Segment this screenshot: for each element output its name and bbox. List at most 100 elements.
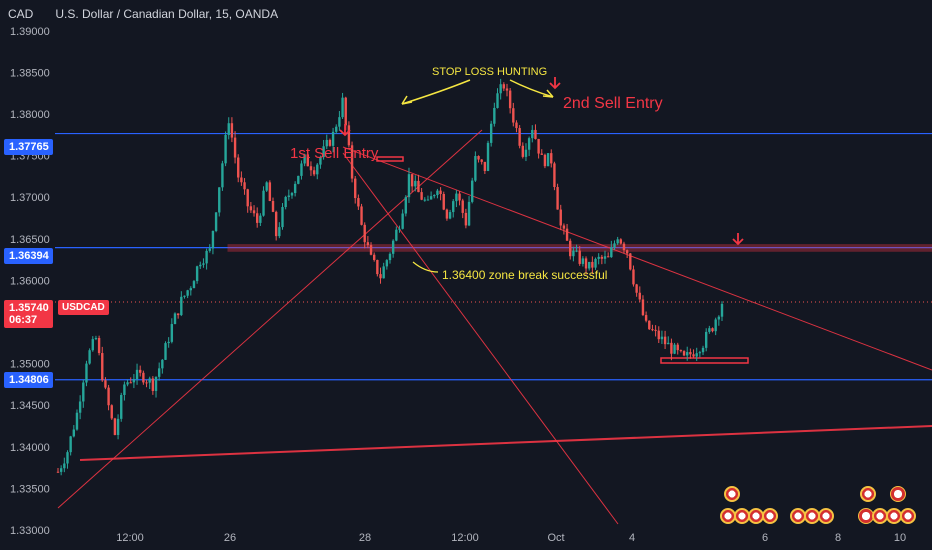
candle-body	[480, 159, 483, 162]
candle-body	[202, 263, 205, 265]
candle-body	[205, 250, 208, 264]
candle-body	[123, 384, 126, 395]
price-badge-level-2: 1.36394	[4, 248, 53, 264]
candle-body	[325, 139, 328, 147]
candle-body	[670, 342, 673, 354]
candle-body	[619, 239, 623, 244]
candle-body	[613, 243, 616, 248]
candle-body	[271, 200, 275, 212]
candle-body	[243, 182, 246, 190]
us-event-icon[interactable]	[724, 486, 740, 502]
candle-body	[717, 316, 721, 320]
candle-body	[116, 418, 120, 435]
candle-body	[75, 412, 79, 430]
candle-body	[452, 201, 455, 213]
candle-body	[632, 269, 635, 285]
candle-body	[297, 175, 300, 184]
x-tick-label: 8	[835, 532, 841, 544]
trend-line[interactable]	[79, 425, 932, 461]
us-event-icon[interactable]	[818, 508, 834, 524]
candle-body	[629, 253, 632, 270]
candle-body	[335, 126, 338, 132]
candle-body	[274, 211, 278, 237]
trend-line[interactable]	[342, 152, 619, 525]
candle-body	[372, 254, 376, 260]
candle-body	[445, 209, 449, 219]
candle-body	[704, 331, 708, 348]
candle-body	[518, 128, 521, 146]
candle-body	[354, 178, 357, 199]
ca-event-icon[interactable]	[890, 486, 906, 502]
candle-body	[667, 342, 670, 345]
candle-body	[293, 183, 297, 194]
zone-break-arrow	[412, 261, 439, 273]
candle-body	[531, 129, 534, 139]
candle-body	[644, 315, 648, 321]
candle-body	[287, 195, 291, 197]
us-event-icon[interactable]	[860, 486, 876, 502]
chart-header: CAD U.S. Dollar / Canadian Dollar, 15, O…	[8, 7, 278, 21]
x-tick-label: 6	[762, 532, 768, 544]
candle-body	[606, 256, 610, 258]
symbol-badge: USDCAD	[58, 300, 109, 315]
candle-body	[306, 154, 309, 167]
candle-body	[154, 376, 158, 391]
candle-body	[584, 258, 588, 269]
candle-body	[565, 228, 569, 241]
candle-body	[701, 347, 705, 353]
x-tick-label: 28	[359, 532, 371, 544]
candle-body	[654, 329, 657, 331]
candle-body	[303, 154, 306, 164]
candle-body	[550, 153, 553, 164]
candle-body	[78, 401, 82, 413]
candle-body	[309, 166, 313, 171]
candle-body	[186, 290, 189, 296]
candle-body	[382, 266, 385, 279]
first-entry-annotation: 1st Sell Entry	[290, 145, 379, 162]
candle-body	[521, 145, 524, 157]
us-event-icon[interactable]	[900, 508, 916, 524]
candle-body	[569, 240, 572, 257]
candle-body	[281, 207, 284, 228]
candle-body	[537, 138, 540, 154]
candle-body	[524, 149, 528, 157]
trend-line[interactable]	[57, 129, 483, 509]
trend-line[interactable]	[342, 146, 932, 371]
arrowhead-right	[542, 89, 554, 98]
candle-body	[540, 153, 543, 155]
candle-body	[278, 227, 281, 237]
y-tick-label: 1.33000	[10, 525, 50, 537]
candle-body	[94, 338, 98, 340]
candle-body	[588, 261, 591, 269]
arrowhead-left	[401, 95, 413, 105]
pair-label: CAD	[8, 7, 34, 21]
candle-body	[192, 281, 196, 289]
x-tick-label: 4	[629, 532, 635, 544]
entry-box[interactable]	[376, 156, 404, 162]
candle-body	[625, 250, 629, 254]
candle-body	[56, 471, 60, 473]
candle-body	[546, 153, 550, 167]
bottom-box[interactable]	[660, 357, 749, 364]
candle-body	[663, 336, 667, 345]
candle-body	[543, 154, 547, 167]
candle-body	[183, 295, 186, 297]
candle-body	[594, 258, 597, 268]
candle-body	[464, 212, 468, 226]
stop-loss-arrow-left	[401, 79, 471, 105]
candle-body	[145, 382, 148, 384]
candle-body	[603, 256, 607, 259]
candle-body	[575, 250, 578, 252]
price-badge-level-3: 1.34806	[4, 372, 53, 388]
candle-body	[433, 195, 436, 197]
us-event-icon[interactable]	[762, 508, 778, 524]
candle-body	[338, 117, 341, 127]
candle-body	[322, 146, 325, 158]
candle-body	[259, 215, 262, 223]
candle-body	[268, 182, 272, 201]
candle-body	[341, 97, 344, 118]
y-tick-label: 1.35000	[10, 359, 50, 371]
candle-body	[638, 292, 641, 300]
candle-body	[300, 163, 303, 176]
